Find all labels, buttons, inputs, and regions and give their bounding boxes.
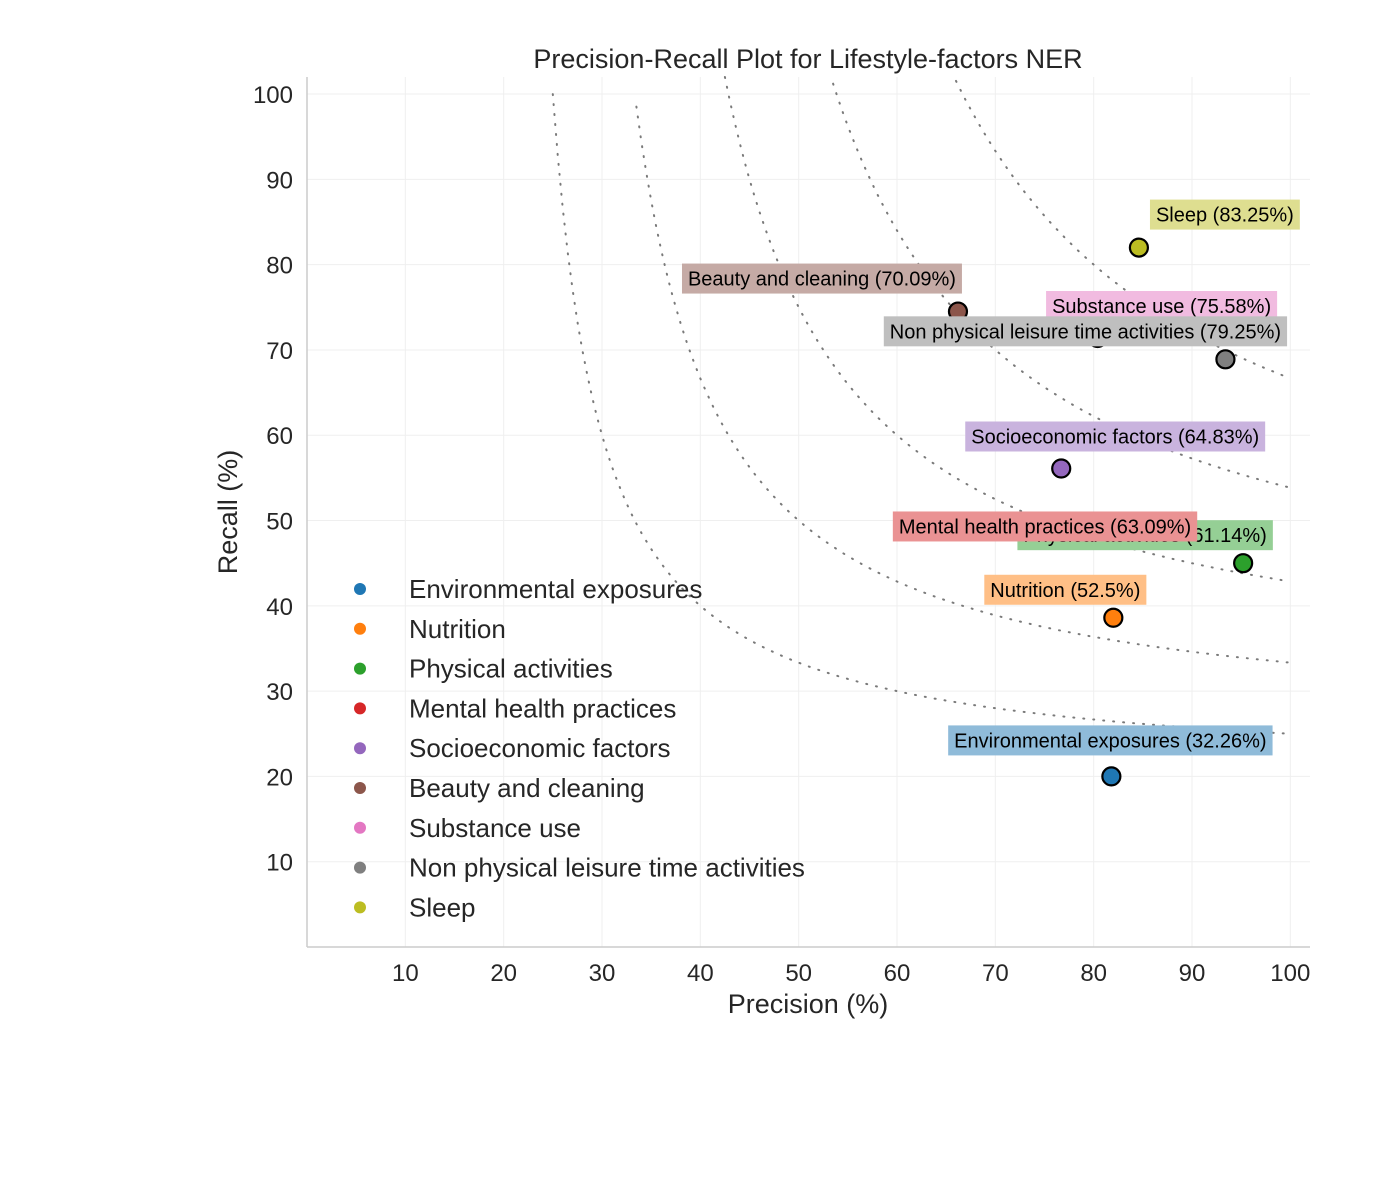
x-tick-label: 60 — [884, 960, 911, 987]
data-points — [947, 237, 1254, 787]
x-tick-label: 100 — [1270, 960, 1310, 987]
point-label-box — [965, 421, 1266, 452]
point-label-text: Sleep (83.25%) — [1156, 205, 1294, 227]
legend-marker — [354, 662, 366, 675]
legend-marker — [354, 782, 366, 794]
point-label-box — [984, 574, 1147, 605]
x-tick-label: 90 — [1179, 960, 1206, 987]
legend-label: Substance use — [409, 813, 581, 843]
legend-label: Environmental exposures — [409, 574, 702, 604]
point-label: Nutrition (52.5%) — [984, 574, 1147, 605]
point-label-text: Non physical leisure time activities (79… — [890, 321, 1281, 343]
legend-label: Physical activities — [409, 654, 613, 684]
x-tick-label: 50 — [785, 960, 812, 987]
data-point — [1233, 553, 1254, 574]
point-label-text: Mental health practices (63.09%) — [899, 516, 1191, 538]
legend-marker — [354, 742, 366, 755]
point-label-text: Socioeconomic factors (64.83%) — [971, 427, 1259, 449]
point-labels: Environmental exposures (32.26%) Nutritio… — [681, 199, 1300, 756]
x-tick-labels: 10 20 30 40 50 60 70 80 90 100 — [392, 960, 1310, 987]
legend: Environmental exposures Nutrition Physical… — [354, 574, 805, 922]
y-tick-label: 40 — [266, 594, 293, 621]
f1-iso-curve — [635, 105, 1292, 664]
x-tick-label: 30 — [589, 960, 616, 987]
legend-label: Mental health practices — [409, 693, 676, 723]
point-label: Socioeconomic factors (64.83%) — [965, 421, 1266, 452]
f1-iso-curves — [551, 76, 1292, 735]
data-point — [1101, 766, 1122, 787]
chart-title: Precision-Recall Plot for Lifestyle-fact… — [533, 44, 1082, 74]
point-label-box — [892, 511, 1198, 542]
x-axis-label: Precision (%) — [728, 989, 889, 1019]
legend-marker — [354, 821, 366, 834]
y-tick-label: 10 — [266, 850, 293, 877]
legend-marker — [354, 861, 366, 874]
legend-marker — [354, 702, 366, 715]
legend-label: Beauty and cleaning — [409, 773, 645, 803]
point-label: Environmental exposures (32.26%) — [948, 725, 1273, 756]
legend-label: Nutrition — [409, 614, 506, 644]
legend-marker — [354, 901, 366, 914]
x-tick-label: 80 — [1080, 960, 1107, 987]
legend-label: Sleep — [409, 892, 476, 922]
y-tick-label: 100 — [253, 82, 293, 109]
point-label-box — [681, 263, 962, 294]
x-tick-label: 40 — [687, 960, 714, 987]
y-tick-label: 20 — [266, 764, 293, 791]
point-label-text: Nutrition (52.5%) — [990, 580, 1140, 602]
point-label-box — [1149, 199, 1300, 230]
x-tick-label: 10 — [392, 960, 419, 987]
point-label: Beauty and cleaning (70.09%) — [681, 263, 962, 294]
point-label-text: Substance use (75.58%) — [1052, 296, 1271, 318]
data-point — [1128, 237, 1150, 258]
point-label: Non physical leisure time activities (79… — [883, 316, 1288, 347]
legend-marker — [354, 622, 366, 635]
y-tick-label: 60 — [266, 423, 293, 450]
point-label-text: Environmental exposures (32.26%) — [954, 730, 1266, 752]
y-axis-label: Recall (%) — [213, 450, 243, 575]
legend-label: Socioeconomic factors — [409, 733, 671, 763]
y-tick-label: 90 — [266, 167, 293, 194]
legend-label: Non physical leisure time activities — [409, 853, 805, 883]
y-tick-label: 80 — [266, 253, 293, 280]
point-label: Sleep (83.25%) — [1149, 199, 1300, 230]
point-label: Mental health practices (63.09%) — [892, 511, 1198, 542]
y-tick-label: 70 — [266, 338, 293, 365]
x-tick-label: 20 — [490, 960, 517, 987]
f1-iso-curve — [955, 79, 1292, 380]
data-point — [1051, 458, 1072, 479]
point-label-text: Beauty and cleaning (70.09%) — [688, 269, 956, 291]
data-point — [1215, 349, 1236, 370]
y-tick-labels: 10 20 30 40 50 60 70 80 90 100 — [253, 82, 293, 877]
y-tick-label: 50 — [266, 509, 293, 536]
point-label: Substance use (75.58%) — [1046, 291, 1278, 321]
axes — [306, 77, 1310, 948]
data-point — [1103, 607, 1124, 628]
y-tick-label: 30 — [266, 679, 293, 706]
x-tick-label: 70 — [982, 960, 1009, 987]
f1-iso-curve — [551, 93, 1292, 735]
point-label-box — [948, 725, 1273, 756]
point-label-box — [1046, 291, 1278, 321]
legend-marker — [354, 583, 366, 595]
point-label-box — [883, 316, 1288, 347]
